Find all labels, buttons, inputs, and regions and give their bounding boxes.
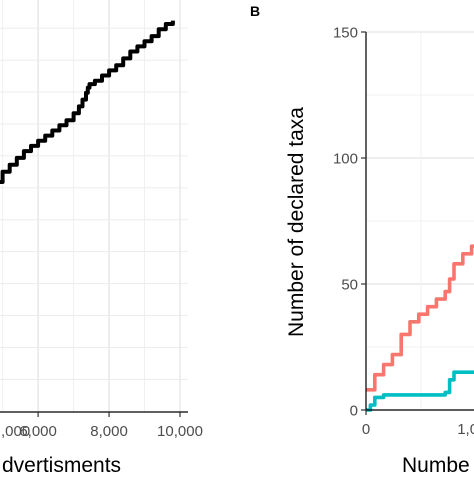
panel-a-x-tick-label: 6,000 [19,423,57,440]
panel-b-y-ticks: 0 50 100 150 [333,25,366,420]
panel-b-x-axis-label: Numbe [402,454,470,474]
panel-b: B 0 50 100 150 0 1,000 Number of declared ta… [250,3,474,477]
panel-b-y-axis-label: Number of declared taxa [285,107,308,337]
panel-b-series-line-0 [366,244,474,392]
panel-b-series-line-1 [366,370,474,412]
panel-b-y-tick-label: 150 [333,25,358,42]
panel-a: 6,000 8,000 10,000 ,000 dvertisments [0,0,203,477]
panel-a-x-tick-label: 8,000 [90,423,128,440]
panel-b-x-tick-label: 1,000 [457,421,474,438]
panel-b-grid [365,31,474,411]
panel-a-x-tick-label-clipped: ,000 [1,423,30,440]
panel-a-series [0,20,175,184]
panel-a-x-ticks: 6,000 8,000 10,000 ,000 [1,412,203,440]
panel-b-y-tick-label: 50 [341,277,358,294]
panel-b-x-ticks: 0 1,000 [362,410,474,438]
panel-b-y-tick-label: 100 [333,151,358,168]
panel-a-x-tick-label: 10,000 [157,423,203,440]
panel-a-grid [0,0,188,412]
panel-b-series [366,244,474,412]
panel-b-y-tick-label: 0 [350,403,358,420]
panel-b-x-tick-label: 0 [362,421,370,438]
panel-a-series-line-0 [0,20,175,184]
panel-a-x-axis-label: dvertisments [2,454,121,474]
panel-b-label: B [250,3,260,19]
